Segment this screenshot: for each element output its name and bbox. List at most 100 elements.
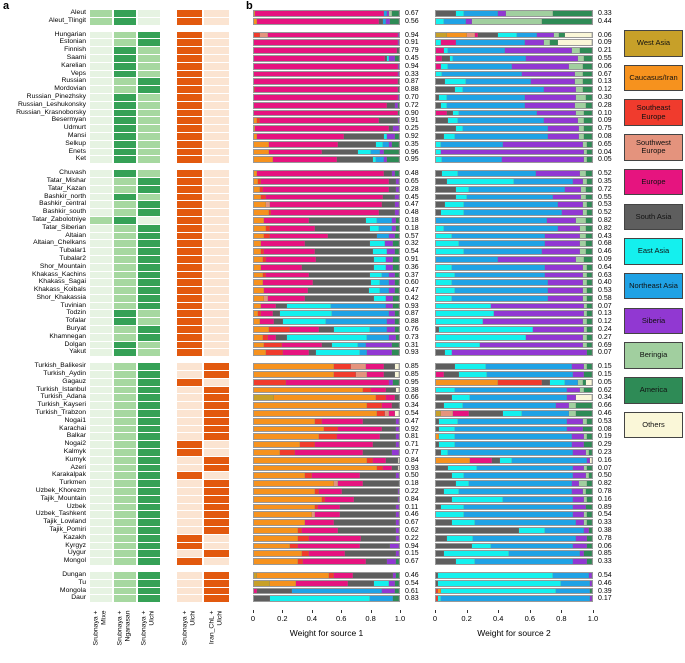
population-label: Shor_Mountain	[39, 262, 86, 270]
population-group-4: Turkish_Balikesir 0.85 0.15 Turkish_Aydin 0.…	[0, 362, 685, 565]
weight-value-source2: 0.23	[598, 449, 612, 457]
bar-segment-am	[587, 496, 592, 502]
model-fit-cell-orange-2	[204, 86, 229, 93]
model-fit-cell-orange-1	[177, 193, 202, 201]
bar-segment-eu	[256, 133, 344, 139]
model-fit-cell-orange-2	[204, 17, 229, 25]
bar-segment-ne	[509, 551, 580, 557]
model-fit-cell-green-1	[90, 579, 112, 587]
weight-value-source1: 0.96	[405, 148, 419, 156]
model-fit-cell-orange-1	[177, 542, 202, 550]
bar-segment-ea	[440, 63, 449, 69]
weight-bar-source2	[435, 410, 593, 417]
bar-segment-ot	[576, 395, 592, 401]
bar-segment-eu	[272, 157, 337, 163]
model-fit-cell-green-2	[114, 93, 136, 101]
model-column-label: Srubnaya + Ulchi	[140, 610, 156, 646]
model-fit-cell-orange-2	[204, 371, 229, 378]
bar-segment-si	[396, 535, 399, 541]
model-fit-cell-green-3	[138, 402, 160, 410]
model-fit-cell-green-1	[90, 224, 112, 232]
bar-segment-ea	[448, 118, 458, 124]
bar-segment-si	[571, 442, 585, 448]
bar-segment-ne	[332, 311, 389, 317]
weight-bar-source2	[435, 386, 593, 394]
model-fit-cell-orange-1	[177, 410, 202, 417]
bar-segment-be	[579, 249, 586, 254]
bar-segment-eu	[470, 457, 493, 463]
bar-segment-sa	[436, 496, 452, 502]
model-fit-cell-green-1	[90, 503, 112, 511]
model-fit-cell-green-2	[114, 132, 136, 140]
bar-segment-am	[394, 580, 399, 586]
bar-segment-ne	[473, 535, 577, 541]
bar-segment-eu	[296, 580, 349, 586]
bar-segment-ea	[451, 473, 465, 479]
bar-segment-sa	[385, 457, 398, 463]
population-group-2: Hungarian 0.94 0.06 Estonian 0.91 0.09 Finnish…	[0, 31, 685, 164]
bar-segment-ne	[454, 426, 568, 432]
model-fit-cell-orange-2	[204, 224, 229, 232]
bar-segment-ne	[371, 149, 381, 155]
population-row: Chuvash 0.48 0.52	[0, 169, 685, 177]
weight-bar-source2	[435, 542, 593, 550]
bar-segment-si	[524, 40, 544, 46]
weight-bar-source2	[435, 132, 593, 140]
model-fit-cell-green-1	[90, 39, 112, 47]
model-fit-cell-green-1	[90, 31, 112, 39]
bar-segment-si	[388, 334, 397, 340]
bar-segment-eu	[259, 319, 275, 325]
population-label: Tofalar	[65, 317, 86, 325]
bar-segment-si	[567, 426, 583, 432]
bar-segment-ci	[254, 403, 368, 409]
bar-segment-si	[590, 580, 592, 586]
weight-value-source2: 0.05	[598, 378, 612, 386]
bar-segment-am	[584, 126, 592, 131]
bar-segment-am	[393, 256, 399, 262]
model-fit-cell-orange-1	[177, 248, 202, 255]
bar-segment-ne	[380, 288, 389, 293]
bar-segment-eu	[254, 94, 398, 100]
bar-segment-be	[584, 434, 588, 440]
model-fit-cell-orange-2	[204, 378, 229, 386]
model-fit-cell-orange-2	[204, 177, 229, 185]
bar-segment-sa	[436, 87, 455, 92]
weight-value-source2: 0.46	[598, 410, 612, 418]
weight-value-source2: 0.78	[598, 488, 612, 496]
population-label: Russian	[61, 77, 86, 85]
bar-segment-se	[254, 379, 286, 385]
model-fit-cell-green-2	[114, 10, 136, 17]
weight-value-source1: 0.72	[405, 101, 419, 109]
model-fit-cell-orange-2	[204, 31, 229, 39]
weight-bar-source1	[253, 62, 400, 70]
bar-segment-am	[587, 543, 592, 549]
bar-segment-eu	[338, 481, 363, 487]
bar-segment-si	[385, 295, 394, 301]
bar-segment-sa	[316, 256, 375, 262]
model-fit-cell-green-1	[90, 240, 112, 248]
bar-segment-si	[386, 11, 389, 16]
model-fit-cell-green-2	[114, 101, 136, 109]
model-fit-cell-green-2	[114, 488, 136, 495]
model-fit-cell-orange-2	[204, 333, 229, 341]
bar-segment-am	[584, 551, 592, 557]
bar-segment-ea	[443, 133, 455, 139]
bar-segment-sa	[254, 596, 270, 602]
bar-segment-eu	[309, 535, 362, 541]
model-fit-cell-green-3	[138, 302, 160, 310]
model-fit-cell-orange-1	[177, 519, 202, 526]
legend-item-ea: East Asia	[624, 238, 683, 265]
weight-bar-source2	[435, 456, 593, 464]
model-fit-cell-green-2	[114, 54, 136, 62]
panel-a-label: a	[3, 0, 10, 12]
model-fit-cell-green-2	[114, 542, 136, 550]
population-label: Tatar_Siberian	[42, 223, 86, 231]
bar-segment-ci	[254, 364, 334, 370]
model-fit-cell-orange-1	[177, 148, 202, 156]
population-row: Enets 0.96 0.04	[0, 148, 685, 156]
model-fit-cell-green-2	[114, 333, 136, 341]
bar-segment-si	[396, 178, 399, 184]
weight-bar-source1	[253, 433, 400, 441]
bar-segment-eu	[265, 194, 384, 200]
bar-segment-ea	[436, 233, 452, 239]
